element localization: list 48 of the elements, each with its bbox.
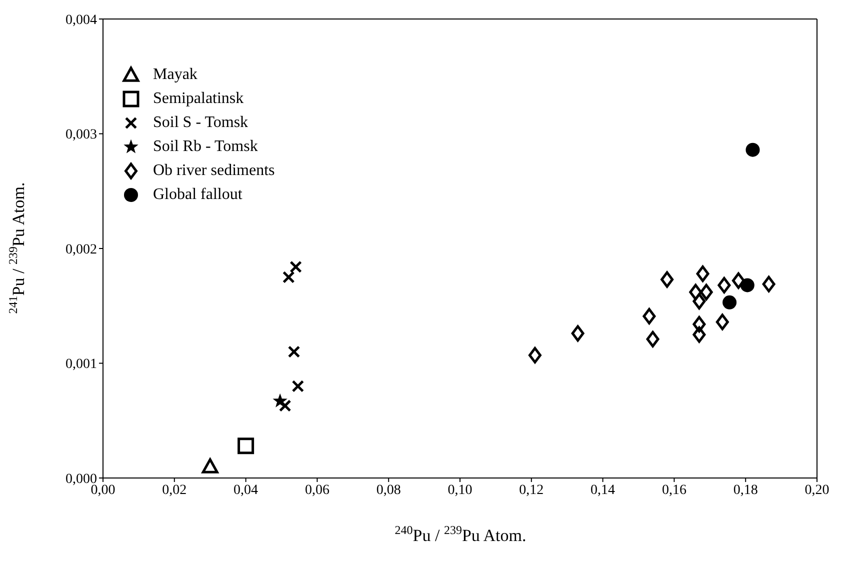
point — [272, 393, 288, 408]
point — [692, 326, 706, 343]
point — [282, 271, 295, 284]
point — [528, 346, 542, 364]
x-tick-label: 0,18 — [733, 482, 758, 498]
point — [290, 260, 302, 274]
y-tick-label: 0,002 — [66, 242, 97, 258]
x-axis-title: $^{240}$Pu / $^{239}$Pu Atom. — [394, 523, 526, 545]
point — [660, 271, 674, 288]
point — [718, 276, 731, 294]
x-tick-label: 0,20 — [804, 482, 830, 498]
point — [238, 438, 254, 454]
point — [571, 325, 584, 342]
x-tick-label: 0,06 — [304, 482, 330, 498]
point — [716, 314, 729, 330]
point — [722, 295, 737, 310]
point — [740, 278, 754, 292]
point — [732, 272, 745, 289]
point — [646, 330, 660, 348]
point — [202, 458, 218, 474]
point — [642, 308, 656, 324]
y-tick-label: 0,003 — [66, 128, 97, 143]
x-tick-label: 0,10 — [448, 482, 472, 498]
point — [696, 265, 710, 282]
point — [689, 284, 702, 300]
x-tick-label: 0,14 — [590, 482, 616, 498]
legend-label: Soil Rb - Tomsk — [153, 138, 258, 156]
point — [288, 346, 300, 358]
x-tick-label: 0,00 — [90, 482, 116, 498]
point — [700, 284, 713, 300]
x-tick-label: 0,04 — [234, 482, 258, 498]
legend-label: Semipalatinsk — [153, 90, 244, 108]
legend-label: Soil S - Tomsk — [153, 114, 248, 132]
point — [692, 293, 706, 310]
point — [692, 316, 706, 332]
legend-label: Mayak — [153, 66, 198, 84]
legend-label: Ob river sediments — [153, 162, 275, 180]
y-tick-label: 0,004 — [66, 12, 97, 28]
legend-label: Global fallout — [153, 186, 242, 204]
x-tick-label: 0,02 — [162, 482, 187, 498]
x-tick-label: 0,16 — [662, 482, 686, 498]
point — [746, 142, 760, 157]
point — [762, 276, 776, 292]
point — [278, 400, 292, 412]
y-tick-label: 0,001 — [66, 357, 97, 372]
x-tick-label: 0,08 — [376, 482, 401, 498]
point — [292, 380, 304, 392]
x-tick-label: 0,12 — [519, 482, 544, 498]
